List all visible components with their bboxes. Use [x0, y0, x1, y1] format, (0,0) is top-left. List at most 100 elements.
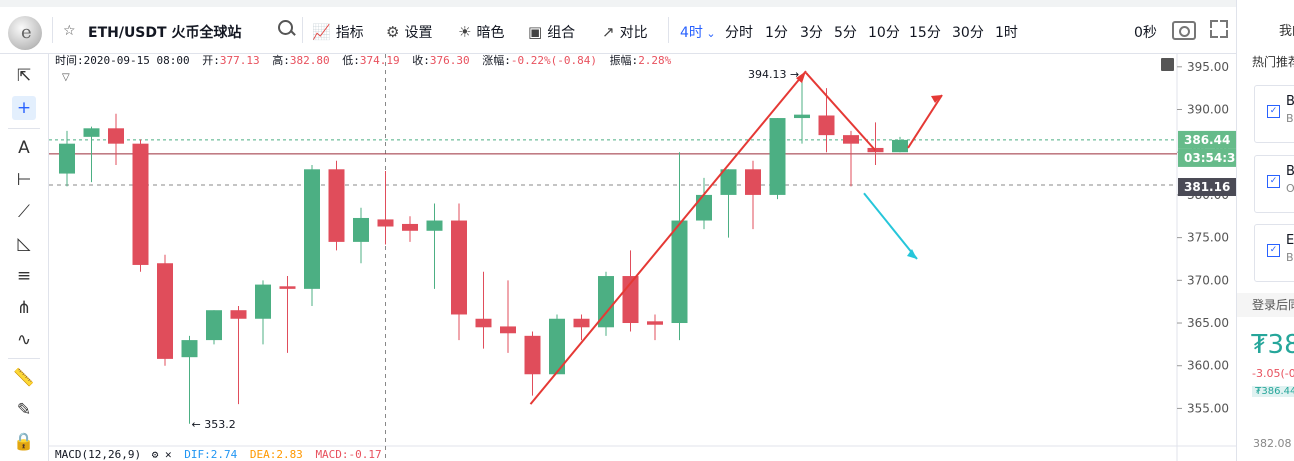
arrow-head: [907, 248, 917, 259]
toolbar-divider: [668, 17, 669, 43]
candle-body: [132, 143, 149, 265]
text-tool-icon[interactable]: A: [18, 138, 30, 158]
interval-0[interactable]: 4时 ⌄: [680, 25, 716, 41]
price-tick-label: 360.00: [1187, 359, 1229, 373]
price-tick-label: 365.00: [1187, 316, 1229, 330]
symbol-name[interactable]: ETH/USDT 火币全球站: [88, 25, 242, 41]
ruler-icon[interactable]: 📏: [13, 368, 35, 388]
toolbar-button-label: 指标: [335, 25, 364, 41]
camera-icon[interactable]: [1172, 21, 1196, 40]
trend-line: [529, 70, 807, 405]
bottom-value: 382.08: [1253, 437, 1292, 450]
candle-body: [328, 169, 345, 242]
interval-4[interactable]: 5分: [834, 25, 857, 41]
triangle-tool-icon[interactable]: ◺: [17, 234, 31, 254]
price-tick-label: 390.00: [1187, 103, 1229, 117]
macd-close-icon[interactable]: ✕: [164, 448, 172, 461]
crosshair-icon[interactable]: +: [12, 96, 36, 120]
interval-2[interactable]: 1分: [765, 25, 788, 41]
crosshair-price-badge: 381.16: [1184, 180, 1230, 194]
horizontal-line-icon[interactable]: ⊢: [16, 170, 32, 190]
interval-6[interactable]: 15分: [909, 25, 941, 41]
toolbar-button-0[interactable]: 📈 指标: [312, 22, 364, 42]
price-chart[interactable]: 395.00390.00385.00380.00375.00370.00365.…: [49, 54, 1236, 461]
candle-body: [818, 115, 835, 136]
low-mark-label: ← 353.2: [192, 418, 236, 431]
countdown-badge-bg: [1178, 148, 1236, 167]
current-price-badge-bg: [1178, 130, 1236, 149]
arrow-head: [796, 71, 806, 84]
candle-body: [255, 284, 271, 319]
checkbox-icon[interactable]: ✓: [1267, 244, 1280, 257]
trend-line: [805, 72, 877, 152]
trend-line: [863, 192, 918, 260]
price-change: -3.05(-0.79%): [1252, 367, 1294, 380]
brush-icon[interactable]: ✎: [16, 400, 32, 420]
candle-body: [181, 340, 198, 358]
candle-body: [598, 276, 614, 328]
interval-5[interactable]: 10分: [868, 25, 900, 41]
toolbar-button-1[interactable]: ⚙ 设置: [386, 22, 432, 42]
watchlist-card[interactable]: ✓ ETH B: [1254, 224, 1294, 282]
candle-body: [524, 335, 541, 375]
toolbar-button-2[interactable]: ☀ 暗色: [458, 22, 504, 42]
watchlist-card[interactable]: ✓ BTC B: [1254, 85, 1294, 143]
toolbar-button-label: 设置: [404, 25, 433, 41]
trend-line: [907, 94, 943, 149]
candle-body: [892, 139, 908, 153]
candle-body: [402, 223, 418, 231]
bookmarks-bar: [0, 0, 1294, 7]
candle-body: [794, 114, 810, 119]
candle-body: [647, 321, 663, 325]
layout-icon: ▣: [528, 23, 543, 41]
fibonacci-icon[interactable]: ⋔: [16, 298, 32, 318]
countdown-seconds: 0秒: [1134, 25, 1157, 41]
candle-body: [108, 128, 124, 144]
drawing-toolbar: ⇱ + A ⊢ ⟋ ◺ ≡ ⋔ ∿ 📏 ✎ 🔒: [0, 54, 49, 461]
price-tick-label: 375.00: [1187, 231, 1229, 245]
toolbar-button-label: 组合: [547, 25, 576, 41]
toolbar-divider: [52, 17, 53, 43]
legend-collapse-icon[interactable]: ▽: [62, 72, 70, 83]
candle-body: [475, 318, 492, 328]
gear-icon: ⚙: [386, 23, 400, 41]
compare-icon: ↗: [602, 23, 615, 41]
interval-8[interactable]: 1时: [995, 25, 1018, 41]
favorite-star-icon[interactable]: ☆: [63, 23, 76, 39]
interval-3[interactable]: 3分: [800, 25, 823, 41]
indicator-icon: 📈: [312, 23, 331, 41]
candle-body: [206, 310, 222, 341]
checkbox-icon[interactable]: ✓: [1267, 105, 1280, 118]
right-sidebar: 我的 热门推荐 ✓ BTC B ✓ BCH O ✓ ETH B 登录后同步 ₮3…: [1236, 0, 1294, 461]
cursor-icon[interactable]: ⇱: [16, 66, 32, 86]
candle-body: [59, 143, 75, 174]
chart-toolbar: e ☆ ETH/USDT 火币全球站 📈 指标 ⚙ 设置 ☀ 暗色 ▣ 组合 ↗ 对比 4时 ⌄ 分…: [0, 7, 1236, 54]
login-sync-text[interactable]: 登录后同步: [1237, 293, 1294, 317]
toolbar-button-3[interactable]: ▣ 组合: [528, 22, 575, 42]
lock-icon[interactable]: 🔒: [13, 432, 35, 452]
interval-1[interactable]: 分时: [725, 25, 753, 41]
parallel-lines-icon[interactable]: ≡: [16, 266, 32, 286]
candle-body: [769, 118, 786, 195]
candle-body: [745, 169, 761, 195]
candle-body: [377, 219, 394, 227]
macd-settings-icon[interactable]: ⚙: [151, 448, 159, 461]
sidebar-title[interactable]: 我的: [1279, 24, 1294, 39]
candle-body: [83, 128, 100, 137]
ohlc-legend: 时间:2020-09-15 08:00 开:377.13 高:382.80 低:…: [55, 54, 672, 67]
trend-line-icon[interactable]: ⟋: [18, 202, 30, 222]
price-tick-label: 370.00: [1187, 273, 1229, 287]
current-price-badge: 386.44: [1184, 133, 1230, 147]
fullscreen-icon[interactable]: [1210, 20, 1228, 38]
app-logo[interactable]: e: [8, 16, 42, 50]
search-icon[interactable]: [278, 20, 293, 35]
checkbox-icon[interactable]: ✓: [1267, 175, 1280, 188]
candle-body: [573, 318, 590, 328]
big-price: ₮386.4: [1251, 330, 1294, 360]
candle-body: [426, 220, 443, 231]
wave-pattern-icon[interactable]: ∿: [16, 330, 32, 350]
price-tick-label: 395.00: [1187, 60, 1229, 74]
interval-7[interactable]: 30分: [952, 25, 984, 41]
toolbar-button-4[interactable]: ↗ 对比: [602, 22, 648, 42]
watchlist-card[interactable]: ✓ BCH O: [1254, 155, 1294, 213]
